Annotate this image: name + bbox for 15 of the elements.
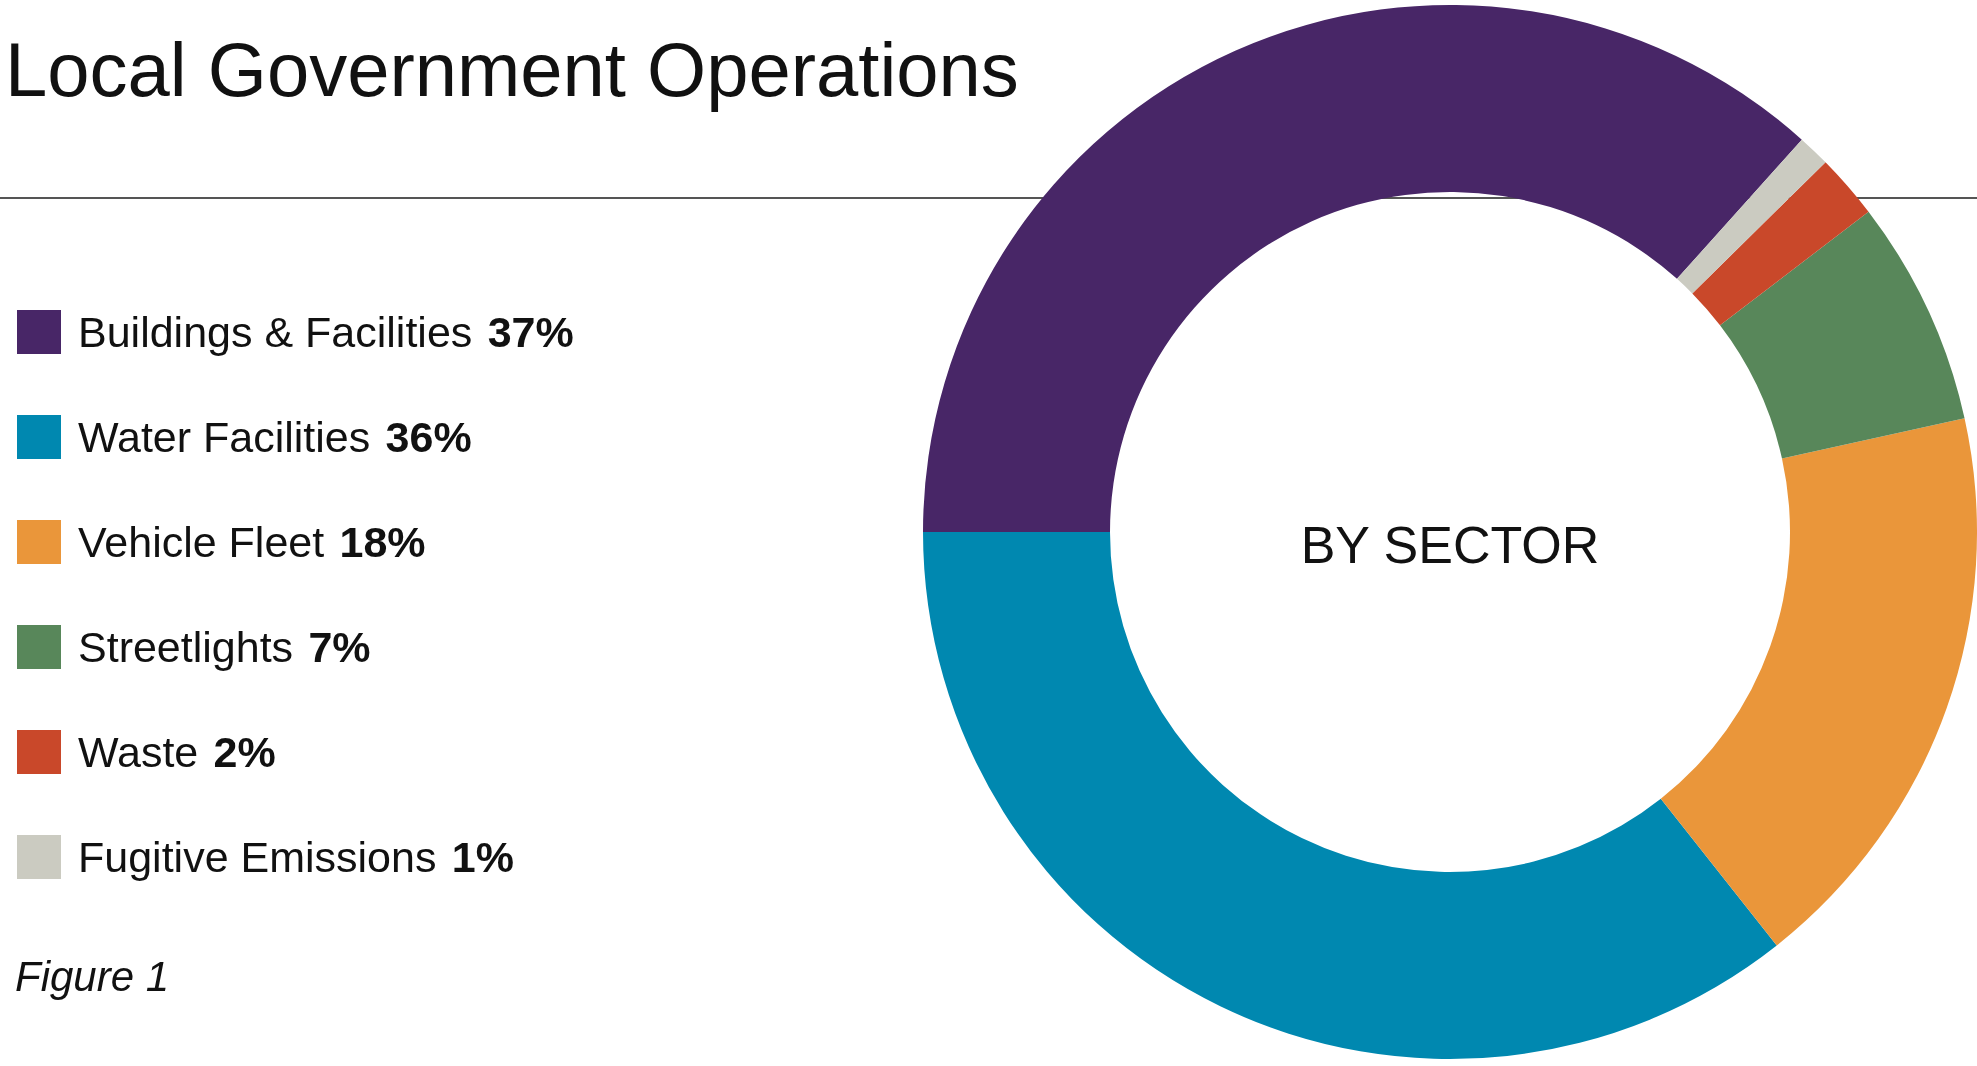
text: BY SECTOR (1300, 516, 1600, 574)
legend-label: Buildings & Facilities (78, 308, 473, 356)
data-label: 36% (385, 413, 472, 461)
data-label: 7% (308, 623, 371, 671)
legend-label: Waste (78, 728, 199, 776)
caption: Figure 1 (15, 952, 170, 1000)
data-label: 18% (339, 518, 426, 566)
data-label: 37% (487, 308, 574, 356)
legend-label: Water Facilities (78, 413, 371, 461)
data-label: 2% (213, 728, 276, 776)
data-label: 1% (451, 833, 514, 881)
legend-label: Streetlights (78, 623, 294, 671)
chart-title: Local Government Operations (5, 26, 1019, 112)
legend-label: Vehicle Fleet (78, 518, 325, 566)
legend-label: Fugitive Emissions (78, 833, 437, 881)
